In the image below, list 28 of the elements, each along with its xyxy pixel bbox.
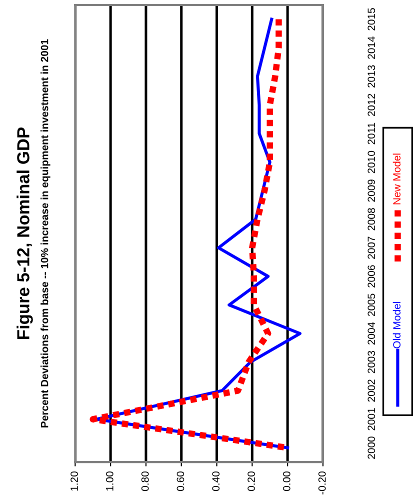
y-tick-label: 2004 — [368, 322, 376, 345]
y-tick-label: 2000 — [368, 436, 376, 459]
y-tick-label: 2001 — [368, 408, 376, 430]
y-tick-label: 2002 — [368, 380, 376, 402]
x-tick-label: 0.80 — [141, 472, 149, 491]
text: Figure 5-12, Nominal GDP — [16, 128, 33, 339]
x-tick-label: 0.40 — [212, 472, 220, 491]
y-tick-label: 2006 — [368, 265, 376, 288]
x-tick-label: 1.20 — [70, 472, 78, 491]
text: Old Model — [392, 302, 401, 348]
x-tick-label: 0.60 — [176, 472, 184, 491]
y-tick-label: 2013 — [368, 65, 376, 88]
x-tick-label: 0.20 — [248, 472, 255, 491]
y-tick-label: 2014 — [368, 36, 376, 59]
y-tick-label: 2005 — [368, 294, 376, 316]
y-tick-label: 2015 — [368, 8, 376, 30]
text: Percent Deviations from base -- 10% increase in equipment investment in 2001 — [40, 39, 50, 428]
y-tick-label: 2009 — [368, 180, 376, 202]
x-tick-label: 0.00 — [282, 472, 290, 491]
y-tick-label: 2010 — [368, 150, 376, 174]
y-tick-label: 2011 — [368, 122, 376, 144]
text: New Model — [392, 154, 401, 204]
y-tick-label: 2008 — [368, 208, 376, 230]
x-tick-label: 1.00 — [106, 472, 114, 491]
y-tick-label: 2012 — [368, 94, 376, 116]
x-tick-label: -0.20 — [318, 472, 326, 494]
y-tick-label: 2003 — [368, 350, 376, 374]
y-tick-label: 2007 — [368, 236, 376, 259]
